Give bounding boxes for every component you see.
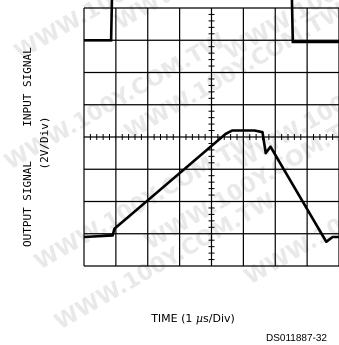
figure-code: DS011887-32 [266, 333, 327, 344]
watermark: WWW.100Y.COM.TWWWW.100Y.COM.TWWWW.100Y.C… [1, 0, 339, 335]
x-label-prefix: TIME (1 [150, 312, 196, 325]
output-signal-trace [83, 129, 339, 244]
y-label-scale: (2V/Div) [38, 117, 51, 170]
y-label-output-signal: OUTPUT SIGNAL [21, 161, 34, 247]
input-signal-trace [84, 0, 339, 44]
center-axis-ticks [83, 7, 339, 267]
x-label-mu: µ [196, 312, 203, 325]
x-label-suffix: s/Div) [203, 312, 235, 325]
y-label-input-signal: INPUT SIGNAL [21, 47, 34, 127]
x-axis-label: TIME (1 µs/Div) [150, 312, 235, 325]
